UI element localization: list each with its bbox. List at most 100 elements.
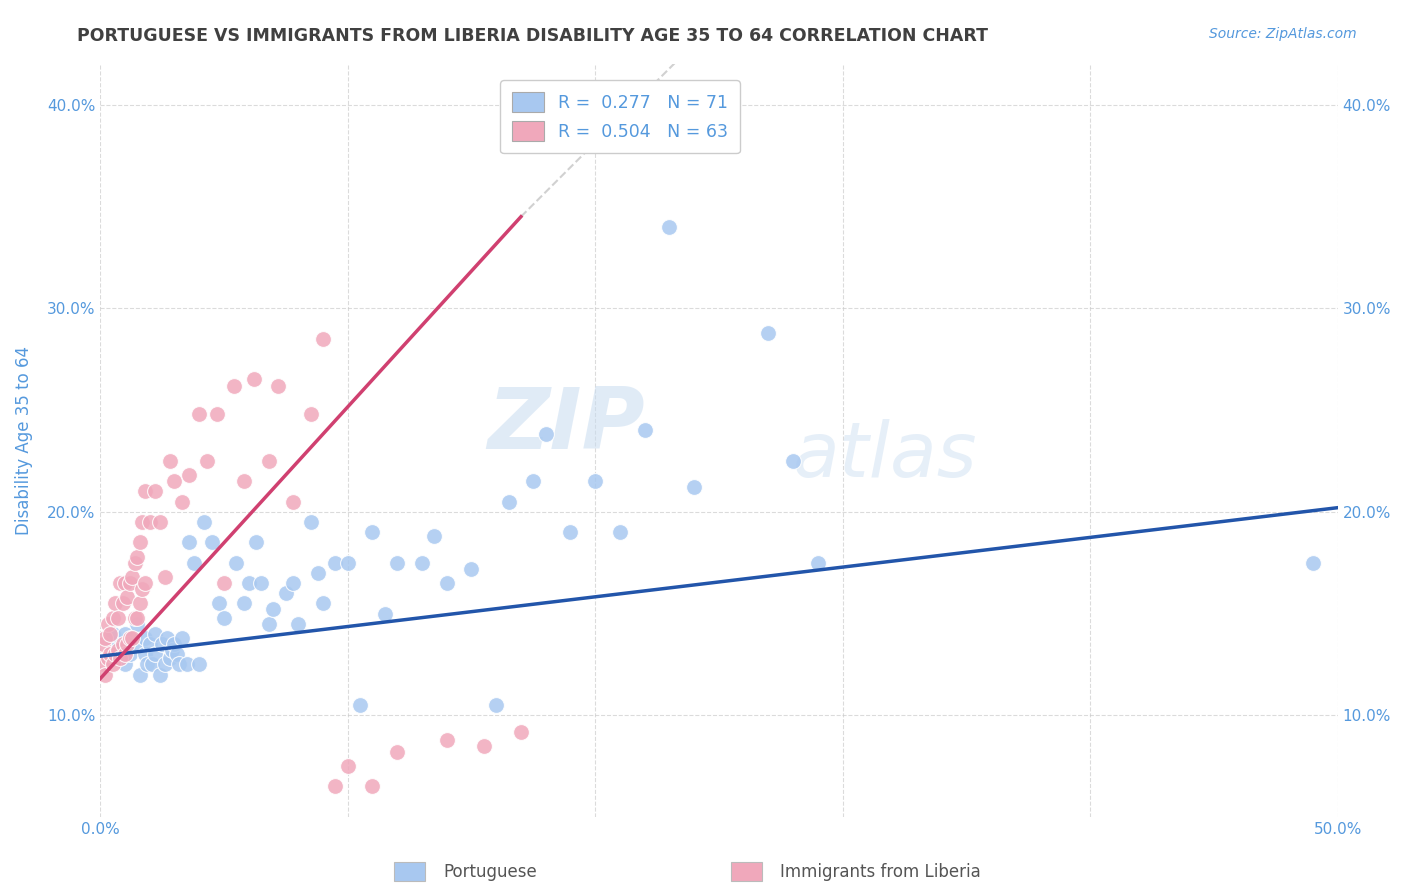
Point (472, 739, 495, 753)
Point (124, 556, 146, 570)
Point (131, 582, 153, 596)
Point (411, 556, 433, 570)
Point (179, 535, 201, 549)
Text: Immigrants from Liberia: Immigrants from Liberia (780, 863, 981, 881)
Point (263, 602, 285, 616)
Point (101, 627, 124, 641)
Point (325, 780, 347, 794)
Point (153, 657, 176, 672)
Point (312, 596, 335, 610)
Point (188, 407, 211, 421)
Point (136, 657, 159, 672)
Point (179, 468, 201, 483)
Point (114, 576, 136, 591)
Point (127, 610, 149, 624)
Point (128, 596, 150, 610)
Point (212, 610, 235, 624)
Point (195, 454, 218, 468)
Point (94, 667, 117, 681)
Point (807, 556, 830, 570)
Point (583, 474, 606, 488)
Point (436, 732, 458, 747)
Point (104, 647, 127, 661)
Point (114, 647, 136, 661)
Point (131, 515, 153, 529)
Point (170, 631, 193, 645)
Point (143, 484, 166, 499)
Point (299, 407, 322, 421)
Point (139, 637, 162, 651)
Point (361, 780, 384, 794)
Point (141, 657, 163, 672)
Point (127, 549, 149, 564)
Point (91, 657, 114, 672)
Point (349, 698, 371, 712)
Point (257, 454, 280, 468)
Point (156, 631, 179, 645)
Point (485, 698, 508, 712)
Point (274, 586, 297, 600)
Point (245, 535, 267, 549)
Point (104, 596, 127, 610)
Point (242, 372, 264, 386)
Point (118, 631, 141, 645)
Point (97, 651, 120, 665)
Point (134, 647, 156, 661)
Point (267, 378, 290, 392)
Point (160, 643, 183, 657)
Point (117, 637, 139, 651)
Point (128, 535, 150, 549)
Point (134, 631, 156, 645)
Point (534, 427, 557, 442)
Point (183, 556, 205, 570)
Point (94, 631, 117, 645)
Point (287, 616, 309, 631)
Point (127, 616, 149, 631)
Point (205, 407, 228, 421)
Point (143, 627, 166, 641)
Point (134, 484, 156, 499)
Point (108, 576, 131, 591)
Point (163, 474, 186, 488)
Point (176, 657, 198, 672)
Point (257, 616, 280, 631)
Point (325, 556, 347, 570)
Legend: R =  0.277   N = 71, R =  0.504   N = 63: R = 0.277 N = 71, R = 0.504 N = 63 (501, 80, 740, 153)
Point (101, 637, 124, 651)
Point (149, 667, 172, 681)
Point (212, 576, 235, 591)
Point (118, 647, 141, 661)
Point (98, 647, 121, 661)
Point (124, 610, 146, 624)
Text: PORTUGUESE VS IMMIGRANTS FROM LIBERIA DISABILITY AGE 35 TO 64 CORRELATION CHART: PORTUGUESE VS IMMIGRANTS FROM LIBERIA DI… (77, 27, 988, 45)
Point (460, 562, 482, 576)
Point (283, 576, 305, 591)
Point (307, 566, 329, 580)
Point (159, 454, 181, 468)
Point (1302, 556, 1324, 570)
Text: Portuguese: Portuguese (443, 863, 537, 881)
Point (143, 647, 166, 661)
Point (436, 576, 458, 591)
Point (121, 570, 143, 584)
Point (101, 610, 124, 624)
Point (782, 454, 804, 468)
Point (169, 657, 191, 672)
Point (107, 643, 129, 657)
Text: atlas: atlas (793, 418, 977, 492)
Point (124, 637, 146, 651)
Point (658, 219, 681, 234)
Point (153, 570, 176, 584)
Point (111, 596, 134, 610)
Point (299, 515, 322, 529)
Point (758, 326, 780, 340)
Point (114, 627, 136, 641)
Point (128, 667, 150, 681)
Point (522, 474, 544, 488)
Text: Source: ZipAtlas.com: Source: ZipAtlas.com (1209, 27, 1357, 41)
Point (91, 637, 114, 651)
Point (374, 607, 396, 621)
Point (361, 525, 384, 540)
Point (238, 576, 260, 591)
Point (166, 647, 188, 661)
